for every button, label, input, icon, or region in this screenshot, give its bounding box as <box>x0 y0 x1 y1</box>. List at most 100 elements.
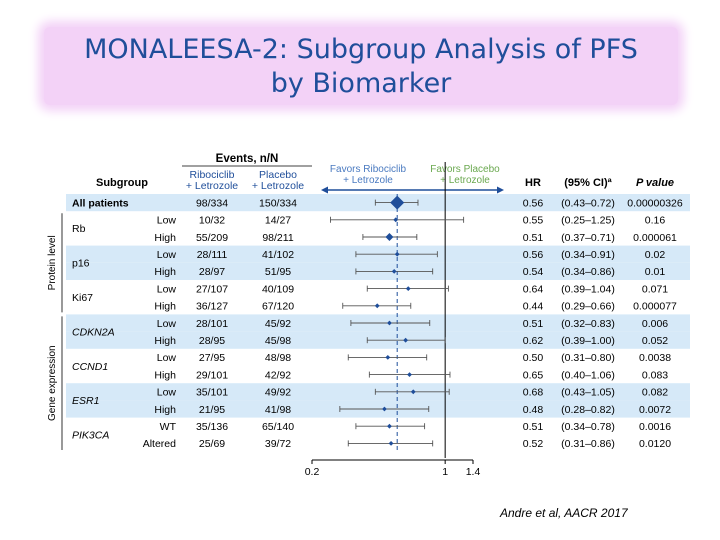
ribociclib-events: 55/209 <box>196 232 228 244</box>
level-label: High <box>154 301 176 313</box>
favors-placebo-line1: Favors Placebo <box>430 164 500 175</box>
subgroup-label: ESR1 <box>72 395 99 407</box>
events-header: Events, n/N <box>216 153 279 165</box>
level-label: High <box>154 369 176 381</box>
ribociclib-events: 27/95 <box>199 352 225 364</box>
hr-value: 0.55 <box>523 215 544 227</box>
hr-marker <box>405 286 411 291</box>
placebo-header-line2: + Letrozole <box>252 180 304 192</box>
level-label: High <box>154 404 176 416</box>
level-label: Low <box>157 387 177 399</box>
ribociclib-events: 35/136 <box>196 421 228 433</box>
hr-marker <box>374 303 380 309</box>
placebo-events: 41/98 <box>265 404 291 416</box>
hr-value: 0.65 <box>523 369 544 381</box>
x-tick-label: 1 <box>442 466 448 478</box>
hr-value: 0.48 <box>523 404 544 416</box>
placebo-events: 150/334 <box>259 197 297 209</box>
ribociclib-events: 98/334 <box>196 197 228 209</box>
hr-marker <box>407 372 412 377</box>
ci-value: (0.29–0.66) <box>561 301 615 313</box>
placebo-events: 41/102 <box>262 249 294 261</box>
subgroup-label: p16 <box>72 258 90 270</box>
placebo-events: 42/92 <box>265 369 291 381</box>
arrow-left-icon <box>321 186 328 194</box>
hr-value: 0.54 <box>523 266 544 278</box>
ribociclib-events: 28/111 <box>197 249 228 261</box>
level-label: Low <box>157 352 177 364</box>
title-line-2: by Biomarker <box>270 68 452 99</box>
ci-value: (0.34–0.91) <box>561 249 615 261</box>
subgroup-header: Subgroup <box>96 177 148 189</box>
ribociclib-events: 28/95 <box>199 335 225 347</box>
p-value: 0.052 <box>642 335 668 347</box>
p-value: 0.02 <box>645 249 666 261</box>
hr-value: 0.68 <box>523 387 544 399</box>
hr-value: 0.50 <box>523 352 544 364</box>
hr-value: 0.56 <box>523 197 544 209</box>
favors-ribociclib-line2: + Letrozole <box>343 175 393 186</box>
placebo-events: 67/120 <box>262 301 294 313</box>
ci-value: (0.37–0.71) <box>561 232 615 244</box>
level-label: WT <box>160 421 177 433</box>
hr-marker <box>393 217 399 223</box>
p-value: 0.00000326 <box>627 197 683 209</box>
placebo-events: 51/95 <box>265 266 291 278</box>
hr-value: 0.44 <box>523 301 544 313</box>
section-label-gene: Gene expression <box>47 345 58 421</box>
hr-marker <box>387 320 392 326</box>
title-line-1: MONALEESA-2: Subgroup Analysis of PFS <box>84 34 638 65</box>
hr-marker <box>382 406 387 412</box>
subgroup-label: All patients <box>72 197 129 209</box>
hr-value: 0.64 <box>523 283 544 295</box>
hr-marker-diamond <box>390 195 405 210</box>
level-label: High <box>154 335 176 347</box>
ci-value: (0.31–0.80) <box>561 352 615 364</box>
ci-value: (0.31–0.86) <box>561 438 615 450</box>
ribociclib-header-line1: Ribociclib <box>190 169 235 181</box>
placebo-events: 39/72 <box>265 438 291 450</box>
level-label: Altered <box>143 438 176 450</box>
subgroup-label: Rb <box>72 223 86 235</box>
p-value: 0.000077 <box>633 301 677 313</box>
ribociclib-events: 36/127 <box>196 301 228 313</box>
p-value: 0.083 <box>642 369 668 381</box>
ribociclib-events: 21/95 <box>199 404 225 416</box>
ci-value: (0.28–0.82) <box>561 404 615 416</box>
subgroup-label: CCND1 <box>72 361 108 373</box>
hr-value: 0.51 <box>523 421 544 433</box>
hr-marker <box>403 337 409 343</box>
p-value: 0.0120 <box>639 438 671 450</box>
p-value-header: P value <box>636 177 674 189</box>
placebo-events: 14/27 <box>265 215 291 227</box>
placebo-events: 65/140 <box>262 421 294 433</box>
level-label: Low <box>157 215 177 227</box>
level-label: Low <box>157 318 177 330</box>
p-value: 0.082 <box>642 387 668 399</box>
subgroup-label: Ki67 <box>72 292 93 304</box>
citation: Andre et al, AACR 2017 <box>500 506 628 520</box>
ci-header: (95% CI)ª <box>564 177 612 189</box>
ci-value: (0.25–1.25) <box>561 215 615 227</box>
hr-value: 0.62 <box>523 335 544 347</box>
p-value: 0.000061 <box>633 232 677 244</box>
ribociclib-events: 28/97 <box>199 266 225 278</box>
p-value: 0.071 <box>642 283 668 295</box>
x-tick-label: 0.2 <box>305 466 320 478</box>
title-background <box>44 27 678 105</box>
p-value: 0.0016 <box>639 421 671 433</box>
ci-value: (0.43–1.05) <box>561 387 615 399</box>
ribociclib-events: 28/101 <box>196 318 228 330</box>
placebo-events: 45/98 <box>265 335 291 347</box>
placebo-events: 98/211 <box>262 232 293 244</box>
p-value: 0.006 <box>642 318 668 330</box>
ribociclib-events: 35/101 <box>196 387 228 399</box>
ribociclib-events: 25/69 <box>199 438 225 450</box>
arrow-right-icon <box>497 186 504 194</box>
ribociclib-events: 27/107 <box>196 283 228 295</box>
p-value: 0.0072 <box>639 404 671 416</box>
placebo-events: 49/92 <box>265 387 291 399</box>
hr-marker <box>388 441 394 446</box>
placebo-header-line1: Placebo <box>259 169 297 181</box>
placebo-events: 40/109 <box>262 283 294 295</box>
